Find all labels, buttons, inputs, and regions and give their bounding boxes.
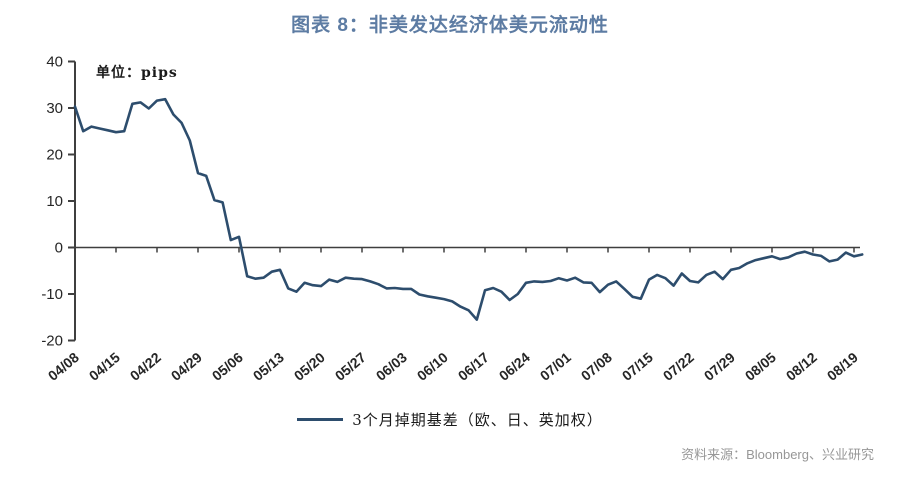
unit-label: 单位：pips <box>96 65 178 81</box>
x-tick-label: 05/13 <box>250 349 287 384</box>
x-tick-label: 04/22 <box>127 349 164 384</box>
x-tick-label: 05/20 <box>291 349 328 384</box>
legend: 3个月掉期基差（欧、日、英加权） <box>0 409 900 430</box>
x-tick-label: 05/06 <box>209 349 246 384</box>
y-tick-label: 20 <box>46 147 63 164</box>
y-tick-label: -20 <box>41 333 63 350</box>
y-tick-label: 40 <box>46 54 63 71</box>
x-tick-label: 05/27 <box>332 349 369 384</box>
x-tick-label: 07/01 <box>537 349 574 384</box>
y-tick-label: 30 <box>46 100 63 117</box>
x-tick-label: 06/03 <box>373 349 410 384</box>
x-tick-label: 07/08 <box>578 349 615 384</box>
x-tick-label: 06/17 <box>455 349 492 384</box>
x-tick-label: 06/10 <box>414 349 451 384</box>
x-tick-label: 08/19 <box>824 349 861 384</box>
source-note: 资料来源：Bloomberg、兴业研究 <box>681 447 874 462</box>
series-line <box>73 97 864 321</box>
chart-title: 图表 8：非美发达经济体美元流动性 <box>291 15 609 36</box>
x-tick-label: 08/05 <box>742 349 779 384</box>
y-tick-label: -10 <box>41 286 63 303</box>
x-tick-label: 04/15 <box>86 349 123 384</box>
x-tick-label: 04/29 <box>168 349 205 384</box>
legend-line-swatch <box>297 418 344 421</box>
x-tick-label: 04/08 <box>45 349 82 384</box>
y-tick-label: 10 <box>46 193 63 210</box>
x-tick-label: 07/22 <box>660 349 697 384</box>
x-tick-label: 08/12 <box>783 349 820 384</box>
x-tick-label: 06/24 <box>496 349 533 384</box>
legend-series-label: 3个月掉期基差（欧、日、英加权） <box>352 411 603 429</box>
y-tick-label: 0 <box>55 240 63 257</box>
x-tick-label: 07/29 <box>701 349 738 384</box>
x-tick-label: 07/15 <box>619 349 656 384</box>
